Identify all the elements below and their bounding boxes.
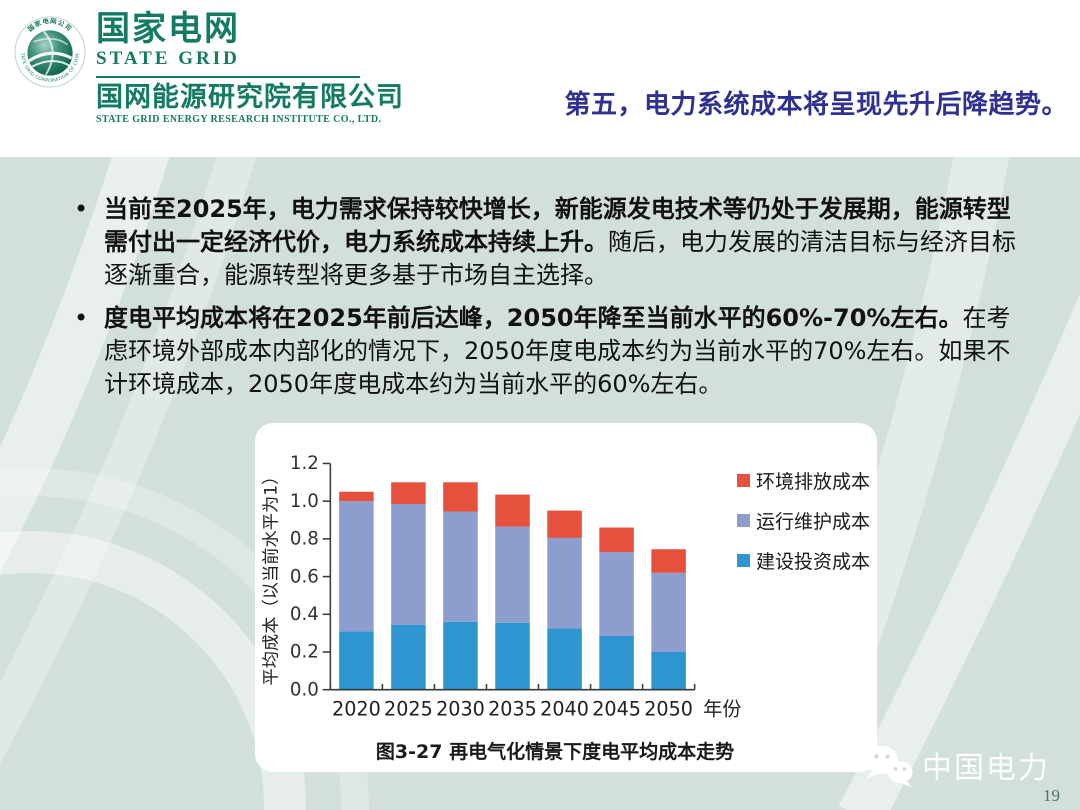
bullet-bold-text: 度电平均成本将在2025年前后达峰，2050年降至当前水平的60%-70%左右。 [104, 304, 963, 332]
org-name-en: STATE GRID ENERGY RESEARCH INSTITUTE CO.… [96, 114, 382, 125]
wechat-icon [866, 746, 913, 788]
svg-text:2045: 2045 [592, 698, 641, 721]
chart-legend: 环境排放成本 运行维护成本 建设投资成本 [737, 467, 875, 574]
svg-text:2050: 2050 [644, 698, 693, 721]
bullet-item: 度电平均成本将在2025年前后达峰，2050年降至当前水平的60%-70%左右。… [60, 302, 1018, 401]
svg-text:2040: 2040 [540, 698, 589, 721]
slide-title: 第五，电力系统成本将呈现先升后降趋势。 [564, 90, 1068, 120]
svg-text:0.6: 0.6 [290, 566, 319, 587]
chart-caption: 图3-27 再电气化情景下度电平均成本走势 [375, 741, 735, 763]
page-number: 19 [1043, 786, 1060, 805]
svg-text:2025: 2025 [384, 698, 433, 721]
svg-text:0.0: 0.0 [290, 679, 319, 700]
brand-name-cn: 国家电网 [96, 9, 240, 49]
wechat-watermark: 中国电力 [862, 742, 1050, 788]
header: 国家电网公司 STATE GRID CORPORATION OF CHINA 国… [0, 0, 1080, 157]
svg-text:2020: 2020 [332, 698, 381, 721]
svg-text:0.2: 0.2 [290, 642, 319, 663]
watermark-text: 中国电力 [922, 751, 1050, 786]
bullet-item: 当前至2025年，电力需求保持较快增长，新能源发电技术等仍处于发展期，能源转型需… [60, 193, 1018, 292]
brand-name-en: STATE GRID [96, 48, 240, 69]
svg-text:0.8: 0.8 [290, 529, 319, 550]
svg-text:0.4: 0.4 [290, 604, 319, 625]
svg-text:平均成本（以当前水平为1）: 平均成本（以当前水平为1） [262, 468, 282, 686]
legend-swatch-icon [737, 474, 750, 487]
brand-divider [96, 76, 360, 78]
legend-item: 环境排放成本 [737, 467, 875, 494]
slide-body: 当前至2025年，电力需求保持较快增长，新能源发电技术等仍处于发展期，能源转型需… [0, 157, 1080, 810]
average-cost-stacked-bar-chart: 2020 2025 2030 2035 2040 2045 2050 0.0 0.2 0.4 0.6… [262, 453, 741, 721]
svg-text:1.2: 1.2 [290, 453, 319, 474]
svg-text:年份: 年份 [703, 698, 741, 721]
bullet-normal-text: 在考虑环境外部成本内部化的情况下，2050年度电成本约为当前水平的70%左右。如… [104, 304, 1011, 398]
legend-swatch-icon [737, 514, 750, 527]
bullet-normal-text: 随后，电力发展的清洁目标与经济目标逐渐重合，能源转型将更多基于市场自主选择。 [104, 228, 1016, 289]
legend-label: 环境排放成本 [756, 471, 871, 493]
brand-block: 国家电网 STATE GRID 国网能源研究院有限公司 STATE GRID E… [96, 10, 404, 126]
org-name-cn: 国网能源研究院有限公司 [96, 82, 404, 113]
legend-item: 运行维护成本 [737, 507, 875, 534]
state-grid-logo: 国家电网公司 STATE GRID CORPORATION OF CHINA 国… [14, 10, 404, 126]
bullet-bold-text: 当前至2025年，电力需求保持较快增长，新能源发电技术等仍处于发展期，能源转型需… [104, 195, 1011, 256]
legend-label: 建设投资成本 [756, 551, 871, 573]
svg-text:2035: 2035 [488, 698, 537, 721]
chart-panel: 2020 2025 2030 2035 2040 2045 2050 0.0 0.2 0.4 0.6… [255, 423, 877, 772]
bullet-list: 当前至2025年，电力需求保持较快增长，新能源发电技术等仍处于发展期，能源转型需… [60, 193, 1018, 411]
state-grid-globe-icon: 国家电网公司 STATE GRID CORPORATION OF CHINA [14, 16, 86, 88]
svg-text:1.0: 1.0 [290, 491, 319, 512]
svg-text:2030: 2030 [436, 698, 485, 721]
legend-item: 建设投资成本 [737, 547, 875, 574]
legend-label: 运行维护成本 [756, 511, 871, 533]
legend-swatch-icon [737, 554, 750, 567]
